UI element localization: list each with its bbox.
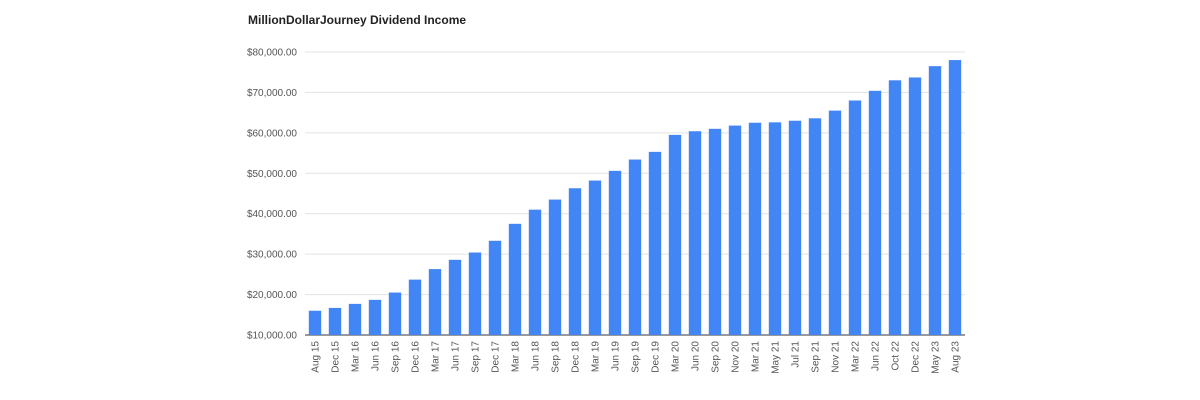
- x-tick-label: Jul 21: [791, 341, 802, 368]
- x-tick-label: May 23: [931, 341, 942, 374]
- x-tick-label: Nov 21: [831, 341, 842, 373]
- x-tick-label: Sep 16: [391, 341, 402, 373]
- x-tick-label: Dec 22: [911, 341, 922, 373]
- x-tick-label: Jun 20: [691, 341, 702, 371]
- y-tick-label: $50,000.00: [247, 169, 297, 180]
- bar: [668, 134, 682, 335]
- x-tick-label: Sep 20: [711, 341, 722, 373]
- y-tick-label: $80,000.00: [247, 48, 297, 59]
- bar: [488, 240, 502, 335]
- bar: [928, 66, 942, 336]
- x-tick-label: Jun 17: [451, 341, 462, 371]
- y-tick-label: $20,000.00: [247, 290, 297, 301]
- x-tick-label: Mar 21: [751, 341, 762, 373]
- y-tick-label: $40,000.00: [247, 209, 297, 220]
- x-tick-label: Mar 18: [511, 341, 522, 373]
- bar: [328, 307, 342, 335]
- bar: [388, 292, 402, 335]
- bar: [728, 125, 742, 335]
- bar: [628, 159, 642, 335]
- bar: [828, 110, 842, 335]
- x-tick-label: Dec 16: [411, 341, 422, 373]
- x-tick-label: Mar 19: [591, 341, 602, 373]
- bar: [748, 122, 762, 335]
- x-tick-label: Mar 16: [351, 341, 362, 373]
- x-tick-label: Dec 15: [331, 341, 342, 373]
- x-tick-label: Sep 17: [471, 341, 482, 373]
- bar: [308, 310, 322, 335]
- bar: [408, 279, 422, 335]
- bar: [888, 80, 902, 335]
- bar: [808, 118, 822, 335]
- bar: [608, 170, 622, 335]
- x-tick-label: Sep 19: [631, 341, 642, 373]
- bar: [368, 299, 382, 335]
- bar: [548, 199, 562, 335]
- chart-title: MillionDollarJourney Dividend Income: [248, 13, 466, 27]
- bar: [768, 122, 782, 336]
- x-tick-label: Jun 16: [371, 341, 382, 371]
- bar: [948, 60, 962, 335]
- bar: [508, 223, 522, 335]
- bar: [688, 131, 702, 335]
- bars: [308, 60, 962, 336]
- y-tick-label: $30,000.00: [247, 250, 297, 261]
- bar: [788, 120, 802, 335]
- x-tick-label: Dec 18: [571, 341, 582, 373]
- bar: [908, 77, 922, 335]
- x-tick-label: Nov 20: [731, 341, 742, 373]
- y-tick-label: $60,000.00: [247, 128, 297, 139]
- bar: [348, 303, 362, 335]
- bar: [868, 90, 882, 335]
- bar: [468, 252, 482, 335]
- x-tick-label: May 21: [771, 341, 782, 374]
- x-tick-label: Oct 22: [891, 341, 902, 371]
- x-tick-label: Jun 22: [871, 341, 882, 371]
- y-tick-label: $10,000.00: [247, 331, 297, 342]
- bar: [528, 209, 542, 335]
- x-tick-label: Dec 19: [651, 341, 662, 373]
- x-tick-label: Sep 18: [551, 341, 562, 373]
- bar: [648, 151, 662, 335]
- x-tick-label: Mar 22: [851, 341, 862, 373]
- x-tick-label: Aug 23: [951, 341, 962, 373]
- x-tick-label: Mar 17: [431, 341, 442, 373]
- x-tick-label: Jun 18: [531, 341, 542, 371]
- x-tick-label: Jun 19: [611, 341, 622, 371]
- x-tick-label: Dec 17: [491, 341, 502, 373]
- x-tick-label: Sep 21: [811, 341, 822, 373]
- bar: [708, 128, 722, 335]
- bar: [588, 180, 602, 335]
- bar: [568, 188, 582, 335]
- bar: [428, 269, 442, 335]
- x-axis: Aug 15 Dec 15 Mar 16 Jun 16 Sep 16 Dec 16 Mar …: [311, 341, 962, 374]
- bar: [848, 100, 862, 335]
- bar: [448, 259, 462, 335]
- x-tick-label: Mar 20: [671, 341, 682, 373]
- x-tick-label: Aug 15: [311, 341, 322, 373]
- y-tick-label: $70,000.00: [247, 88, 297, 99]
